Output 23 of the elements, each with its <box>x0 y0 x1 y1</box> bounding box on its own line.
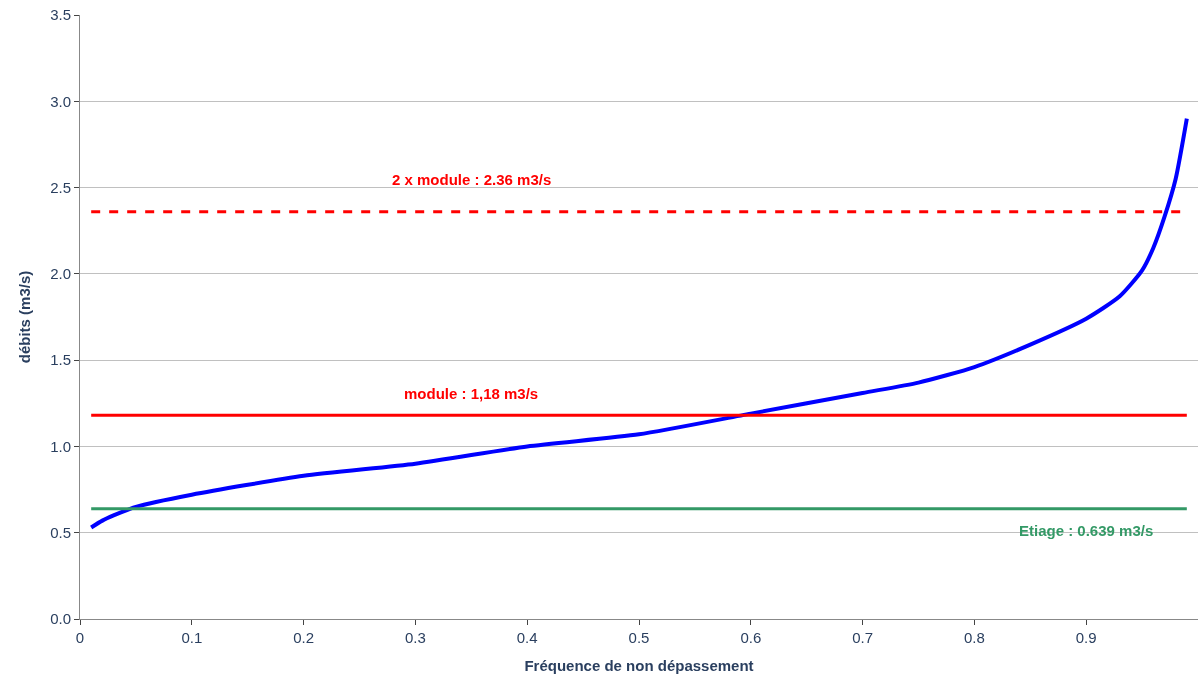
x-tick-label: 0.4 <box>516 629 538 646</box>
y-tick-label: 0.0 <box>50 610 71 628</box>
x-tick-label: 0.3 <box>404 629 426 646</box>
y-tick-label: 3.0 <box>50 92 71 110</box>
ref-line-label: Etiage : 0.639 m3/s <box>1019 522 1154 539</box>
x-tick-label: 0.8 <box>963 629 985 646</box>
y-tick-label: 2.5 <box>50 178 71 196</box>
x-tick-label: 0.5 <box>628 629 650 646</box>
x-axis-title: Fréquence de non dépassement <box>524 657 754 674</box>
x-tick-label: 0 <box>75 629 85 646</box>
y-tick-label: 2.0 <box>50 265 71 283</box>
y-tick-label: 1.0 <box>50 437 71 455</box>
y-tick-label: 1.5 <box>50 351 71 369</box>
x-tick-label: 0.7 <box>852 629 874 646</box>
ref-line-label: 2 x module : 2.36 m3/s <box>392 171 552 188</box>
y-tick-label: 3.5 <box>50 6 71 24</box>
ref-line-label: module : 1,18 m3/s <box>404 385 539 402</box>
x-tick-label: 0.9 <box>1075 629 1097 646</box>
x-tick-label: 0.2 <box>293 629 315 646</box>
x-tick-label: 0.1 <box>181 629 203 646</box>
y-axis-title: débits (m3/s) <box>16 270 34 364</box>
y-tick-label: 0.5 <box>50 523 71 541</box>
x-tick-label: 0.6 <box>740 629 762 646</box>
